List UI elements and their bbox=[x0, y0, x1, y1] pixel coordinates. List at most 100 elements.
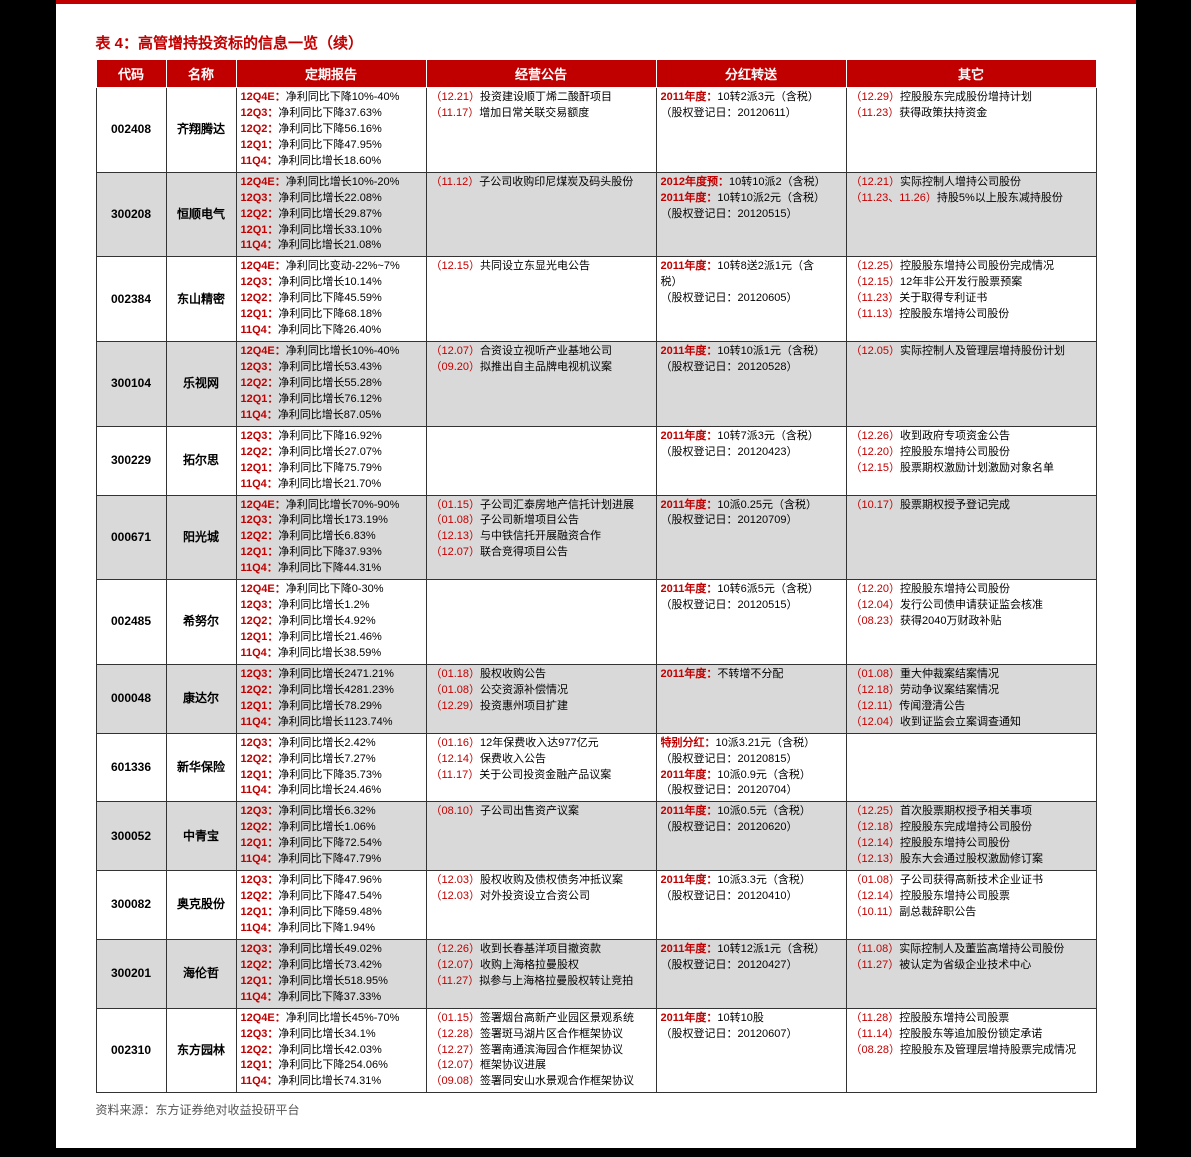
cell-line: （12.20）控股股东增持公司股份 bbox=[851, 582, 1092, 598]
announcement-cell: （01.15）签署烟台高新产业园区景观系统（12.28）签署斑马湖片区合作框架协… bbox=[426, 1008, 656, 1093]
cell-line: 12Q2：净利同比增长4.92% bbox=[241, 614, 422, 630]
dividend-cell: 2011年度：10派0.25元（含税）（股权登记日：20120709） bbox=[656, 495, 846, 580]
stock-name: 乐视网 bbox=[166, 342, 236, 427]
announcement-cell: （12.03）股权收购及债权债务冲抵议案（12.03）对外投资设立合资公司 bbox=[426, 871, 656, 940]
cell-line: （01.08）重大仲裁案结案情况 bbox=[851, 667, 1092, 683]
cell-line: 12Q1：净利同比下降75.79% bbox=[241, 461, 422, 477]
cell-line: （11.08）实际控制人及董监高增持公司股份 bbox=[851, 942, 1092, 958]
cell-line: （11.27）被认定为省级企业技术中心 bbox=[851, 958, 1092, 974]
periodic-report-cell: 12Q4E：净利同比增长10%-20%12Q3：净利同比增长22.08%12Q2… bbox=[236, 172, 426, 257]
cell-line: 12Q4E：净利同比下降0-30% bbox=[241, 582, 422, 598]
table-row: 002310东方园林12Q4E：净利同比增长45%-70%12Q3：净利同比增长… bbox=[96, 1008, 1096, 1093]
cell-line: （12.11）传闻澄清公告 bbox=[851, 699, 1092, 715]
announcement-cell: （01.16）12年保费收入达977亿元（12.14）保费收入公告（11.17）… bbox=[426, 733, 656, 802]
cell-line: （股权登记日：20120427） bbox=[661, 958, 842, 974]
cell-line: 11Q4：净利同比增长38.59% bbox=[241, 646, 422, 662]
announcement-cell: （12.15）共同设立东显光电公告 bbox=[426, 257, 656, 342]
cell-line: （12.14）保费收入公告 bbox=[431, 752, 652, 768]
stock-name: 恒顺电气 bbox=[166, 172, 236, 257]
cell-line: （12.14）控股股东增持公司股票 bbox=[851, 889, 1092, 905]
cell-line: 12Q3：净利同比增长49.02% bbox=[241, 942, 422, 958]
cell-line: 12Q3：净利同比下降47.96% bbox=[241, 873, 422, 889]
cell-line: 12Q1：净利同比增长76.12% bbox=[241, 392, 422, 408]
cell-line: （01.08）公交资源补偿情况 bbox=[431, 683, 652, 699]
cell-line: （12.15）股票期权激励计划激励对象名单 bbox=[851, 461, 1092, 477]
other-cell: （12.21）实际控制人增持公司股份（11.23、11.26）持股5%以上股东减… bbox=[846, 172, 1096, 257]
cell-line: 12Q1：净利同比增长78.29% bbox=[241, 699, 422, 715]
cell-line: 2011年度：10转10股 bbox=[661, 1011, 842, 1027]
cell-line: 12Q1：净利同比下降47.95% bbox=[241, 138, 422, 154]
cell-line: 2011年度：10派0.25元（含税） bbox=[661, 498, 842, 514]
table-row: 300229拓尔思12Q3：净利同比下降16.92%12Q2：净利同比增长27.… bbox=[96, 426, 1096, 495]
cell-line: 12Q1：净利同比下降59.48% bbox=[241, 905, 422, 921]
cell-line: （12.03）股权收购及债权债务冲抵议案 bbox=[431, 873, 652, 889]
periodic-report-cell: 12Q4E：净利同比增长70%-90%12Q3：净利同比增长173.19%12Q… bbox=[236, 495, 426, 580]
announcement-cell bbox=[426, 580, 656, 665]
other-cell: （11.28）控股股东增持公司股票（11.14）控股股东等追加股份锁定承诺（08… bbox=[846, 1008, 1096, 1093]
table-row: 002485希努尔12Q4E：净利同比下降0-30%12Q3：净利同比增长1.2… bbox=[96, 580, 1096, 665]
cell-line: （11.28）控股股东增持公司股票 bbox=[851, 1011, 1092, 1027]
cell-line: 11Q4：净利同比下降47.79% bbox=[241, 852, 422, 868]
cell-line: 12Q1：净利同比下降68.18% bbox=[241, 307, 422, 323]
other-cell: （12.05）实际控制人及管理层增持股份计划 bbox=[846, 342, 1096, 427]
other-cell: （12.25）控股股东增持公司股份完成情况（12.15）12年非公开发行股票预案… bbox=[846, 257, 1096, 342]
cell-line: （股权登记日：20120607） bbox=[661, 1027, 842, 1043]
stock-code: 000048 bbox=[96, 664, 166, 733]
announcement-cell: （12.21）投资建设顺丁烯二酸酐项目（11.17）增加日常关联交易额度 bbox=[426, 88, 656, 173]
cell-line: （11.23）关于取得专利证书 bbox=[851, 291, 1092, 307]
cell-line: （12.25）首次股票期权授予相关事项 bbox=[851, 804, 1092, 820]
cell-line: 12Q3：净利同比增长53.43% bbox=[241, 360, 422, 376]
other-cell: （12.20）控股股东增持公司股份（12.04）发行公司债申请获证监会核准（08… bbox=[846, 580, 1096, 665]
cell-line: 11Q4：净利同比增长21.70% bbox=[241, 477, 422, 493]
stock-name: 奥克股份 bbox=[166, 871, 236, 940]
cell-line: 12Q4E：净利同比增长45%-70% bbox=[241, 1011, 422, 1027]
cell-line: （12.27）签署南通滨海园合作框架协议 bbox=[431, 1043, 652, 1059]
table-row: 300052中青宝12Q3：净利同比增长6.32%12Q2：净利同比增长1.06… bbox=[96, 802, 1096, 871]
periodic-report-cell: 12Q3：净利同比增长2471.21%12Q2：净利同比增长4281.23%12… bbox=[236, 664, 426, 733]
cell-line: （12.21）实际控制人增持公司股份 bbox=[851, 175, 1092, 191]
stock-code: 300201 bbox=[96, 939, 166, 1008]
cell-line: 12Q2：净利同比增长27.07% bbox=[241, 445, 422, 461]
cell-line: 12Q3：净利同比增长2.42% bbox=[241, 736, 422, 752]
cell-line: （11.17）增加日常关联交易额度 bbox=[431, 106, 652, 122]
cell-line: （12.13）与中铁信托开展融资合作 bbox=[431, 529, 652, 545]
cell-line: （10.17）股票期权授予登记完成 bbox=[851, 498, 1092, 514]
cell-line: （12.07）合资设立视听产业基地公司 bbox=[431, 344, 652, 360]
stock-name: 拓尔思 bbox=[166, 426, 236, 495]
cell-line: 12Q2：净利同比增长7.27% bbox=[241, 752, 422, 768]
stock-name: 中青宝 bbox=[166, 802, 236, 871]
cell-line: 11Q4：净利同比下降37.33% bbox=[241, 990, 422, 1006]
dividend-cell: 特别分红：10派3.21元（含税）（股权登记日：20120815）2011年度：… bbox=[656, 733, 846, 802]
cell-line: 2011年度：10派3.3元（含税） bbox=[661, 873, 842, 889]
stock-name: 东方园林 bbox=[166, 1008, 236, 1093]
table-header: 代码名称定期报告经营公告分红转送其它 bbox=[96, 60, 1096, 88]
cell-line: （11.17）关于公司投资金融产品议案 bbox=[431, 768, 652, 784]
dividend-cell: 2011年度：10转6派5元（含税）（股权登记日：20120515） bbox=[656, 580, 846, 665]
cell-line: （12.26）收到长春基洋项目撤资款 bbox=[431, 942, 652, 958]
other-cell bbox=[846, 733, 1096, 802]
cell-line: （01.08）子公司获得高新技术企业证书 bbox=[851, 873, 1092, 889]
dividend-cell: 2012年度预：10转10派2（含税）2011年度：10转10派2元（含税）（股… bbox=[656, 172, 846, 257]
cell-line: （股权登记日：20120410） bbox=[661, 889, 842, 905]
cell-line: 12Q3：净利同比增长10.14% bbox=[241, 275, 422, 291]
cell-line: （12.04）发行公司债申请获证监会核准 bbox=[851, 598, 1092, 614]
announcement-cell: （12.07）合资设立视听产业基地公司（09.20）拟推出自主品牌电视机议案 bbox=[426, 342, 656, 427]
other-cell: （10.17）股票期权授予登记完成 bbox=[846, 495, 1096, 580]
stock-code: 000671 bbox=[96, 495, 166, 580]
cell-line: 11Q4：净利同比增长1123.74% bbox=[241, 715, 422, 731]
periodic-report-cell: 12Q4E：净利同比变动-22%~7%12Q3：净利同比增长10.14%12Q2… bbox=[236, 257, 426, 342]
periodic-report-cell: 12Q4E：净利同比增长45%-70%12Q3：净利同比增长34.1%12Q2：… bbox=[236, 1008, 426, 1093]
column-header: 名称 bbox=[166, 60, 236, 88]
other-cell: （11.08）实际控制人及董监高增持公司股份（11.27）被认定为省级企业技术中… bbox=[846, 939, 1096, 1008]
dividend-cell: 2011年度：10派3.3元（含税）（股权登记日：20120410） bbox=[656, 871, 846, 940]
stock-code: 300082 bbox=[96, 871, 166, 940]
cell-line: （01.18）股权收购公告 bbox=[431, 667, 652, 683]
cell-line: （12.05）实际控制人及管理层增持股份计划 bbox=[851, 344, 1092, 360]
stock-code: 601336 bbox=[96, 733, 166, 802]
cell-line: 12Q4E：净利同比增长10%-20% bbox=[241, 175, 422, 191]
cell-line: （01.16）12年保费收入达977亿元 bbox=[431, 736, 652, 752]
cell-line: （09.08）签署同安山水景观合作框架协议 bbox=[431, 1074, 652, 1090]
cell-line: （股权登记日：20120423） bbox=[661, 445, 842, 461]
stock-code: 300229 bbox=[96, 426, 166, 495]
cell-line: 12Q1：净利同比增长518.95% bbox=[241, 974, 422, 990]
